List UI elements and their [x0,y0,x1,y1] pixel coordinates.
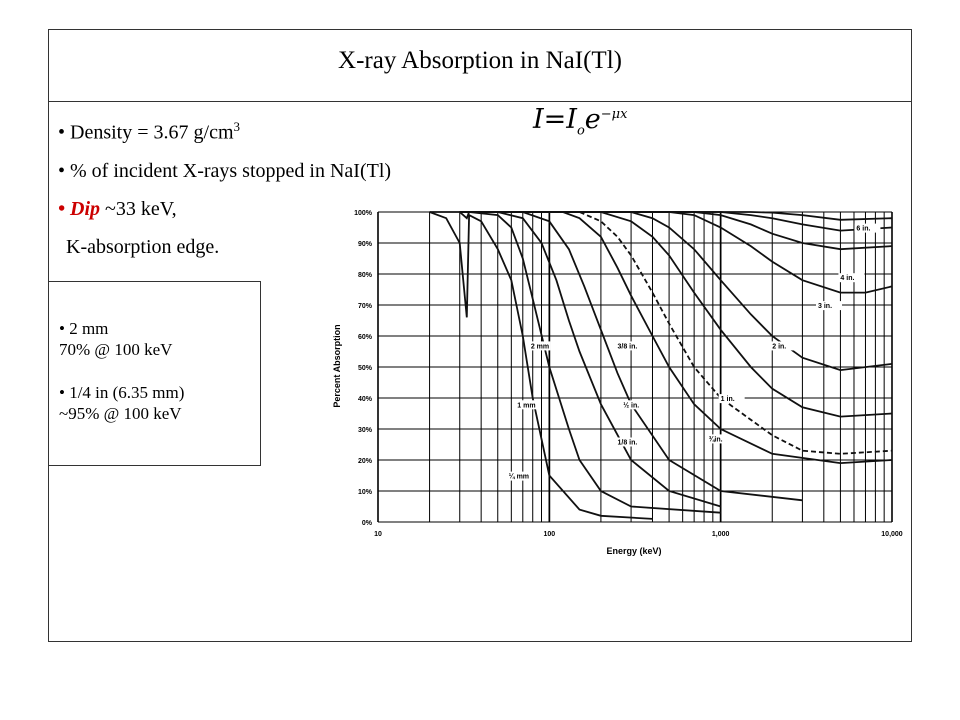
note-2mm-value: 70% @ 100 keV [59,340,173,359]
series-line [459,211,893,465]
note-2mm: • 2 mm [59,318,260,339]
x-tick-label: 10,000 [881,531,903,538]
bullet-density: • Density = 3.67 g/cm3 [58,108,391,152]
bullet-marker: • [58,159,66,182]
density-text: Density = 3.67 g/cm [70,121,234,144]
formula-lhs: I [533,104,544,135]
curve-label-bg [854,223,881,233]
stopped-text: % of incident X-rays stopped in NaI(Tl) [70,159,392,182]
curve-label: 3 in. [818,303,832,310]
y-tick-label: 30% [358,427,373,434]
edge-text: K-absorption edge. [66,235,220,258]
y-axis-label: Percent Absorption [332,324,342,407]
curve-label-bg [770,341,797,351]
y-tick-label: 40% [358,396,373,403]
bullet-marker: • [58,121,66,144]
series-line [459,211,893,372]
curve-label-bg [506,471,529,481]
series-line [459,211,893,455]
dip-text: ~33 keV, [100,197,177,220]
curve-label-bg [816,301,843,311]
x-tick-labels: 10 100 1,000 10,000 [374,531,903,538]
series-line [429,211,721,514]
series-line [459,211,893,221]
bullet-stopped: • % of incident X-rays stopped in NaI(Tl… [58,152,391,190]
note-2mm-label: 2 mm [69,319,109,338]
x-tick-label: 100 [543,531,555,538]
curve-label: 2 mm [531,343,549,350]
absorption-chart: 0%10%20%30%40%50%60%70%80%90%100% 10 100 1… [332,210,903,556]
y-tick-label: 20% [358,458,373,465]
series-line [459,211,893,294]
curve-label: ¼ mm [509,473,529,481]
note-quarter-in-value: ~95% @ 100 keV [59,404,182,423]
x-tick-label: 1,000 [712,531,730,538]
formula-equals: = [543,104,567,135]
series-line [459,211,803,502]
curve-label-bg [615,341,651,351]
curve-label-bg [615,437,651,447]
formula-exponent: −μx [600,107,628,122]
x-axis-label: Energy (keV) [606,546,661,556]
bullet-dip: • Dip ~33 keV, [58,190,391,228]
bullet-list: • Density = 3.67 g/cm3 • % of incident X… [58,108,391,266]
curve-label-bg [528,341,551,351]
curve-label: 4 in. [840,275,854,282]
bullet-marker: • [58,197,66,220]
curve-label: 3/8 in. [618,343,638,350]
series-line [459,211,893,418]
curve-label: 6 in. [856,226,870,233]
y-tick-label: 60% [358,334,373,341]
curve-label: ¾in. [709,435,723,443]
bullet-marker: • [59,319,65,338]
y-tick-label: 0% [362,520,373,527]
y-tick-label: 100% [354,210,373,217]
y-tick-label: 50% [358,365,373,372]
attenuation-formula: I=Ioe−μx [533,104,627,138]
curve-label: 2 in. [772,343,786,350]
formula-base: I [566,104,577,135]
slide-title: X-ray Absorption in NaI(Tl) [338,47,622,74]
curve-label: ½ in. [623,401,639,409]
curve-labels: 6 in. 4 in. 3 in. 2 in. 1 in. ¾in. 3/8 in. 2 mm… [506,223,881,481]
y-tick-labels: 0% 10% 20% 30% 40% 50% 60% 70% 80% 90% 100% [354,210,373,527]
x-tick-label: 10 [374,531,382,538]
density-superscript: 3 [233,119,241,134]
curve-label-bg [621,400,648,410]
curve-label: 1/8 in. [618,440,638,447]
bullet-marker: • [59,383,65,402]
curve-label-bg [838,273,865,283]
edge-line: K-absorption edge. [58,228,391,266]
title-band [48,29,912,102]
chart-curves [429,211,893,520]
y-tick-label: 80% [358,272,373,279]
y-tick-label: 90% [358,241,373,248]
dip-word: Dip [70,197,101,220]
series-line [459,211,721,508]
curve-label-bg [718,394,745,404]
formula-sub: o [576,123,585,139]
thickness-notes-box: • 2 mm 70% @ 100 keV • 1/4 in (6.35 mm) … [48,281,261,466]
curve-label-bg [515,400,537,410]
note-quarter-in: • 1/4 in (6.35 mm) [59,382,260,403]
formula-exp-base: e [584,104,601,135]
curve-label: 1 mm [517,402,535,409]
y-tick-label: 70% [358,303,373,310]
y-tick-label: 10% [358,489,373,496]
curve-label-bg [706,434,729,444]
curve-label: 1 in. [721,396,735,403]
series-line [429,211,653,520]
note-quarter-in-label: 1/4 in (6.35 mm) [69,383,185,402]
chart-grid [377,211,893,523]
